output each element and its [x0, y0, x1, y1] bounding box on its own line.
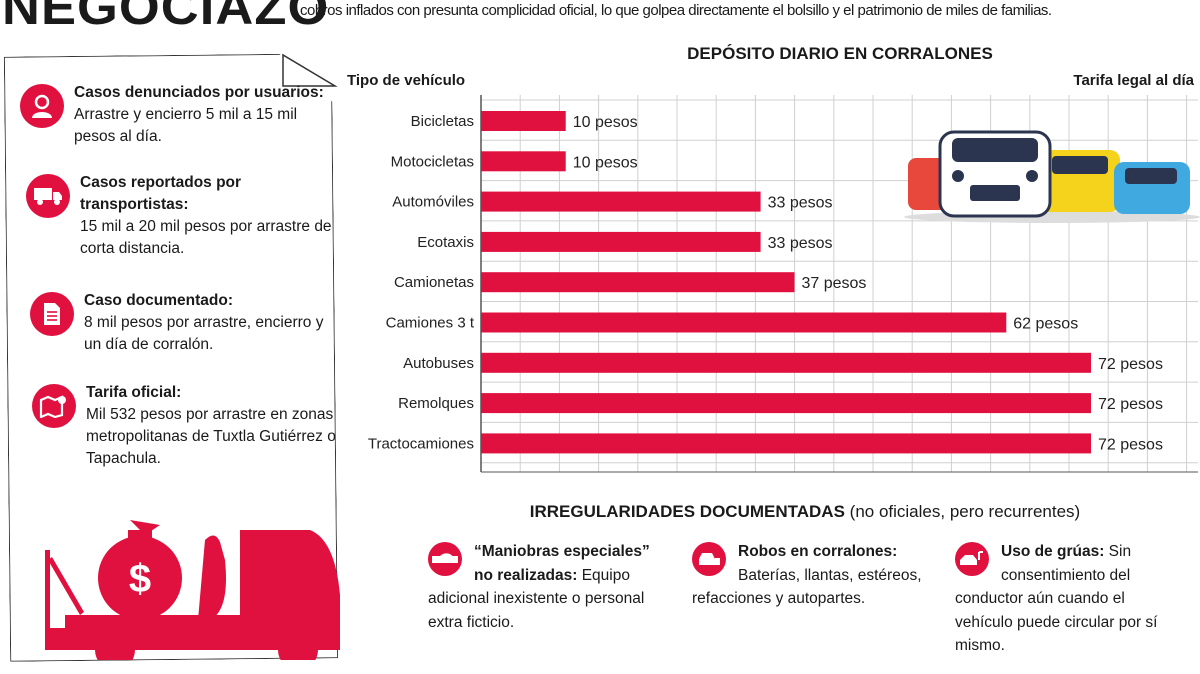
bar: [481, 312, 1007, 333]
irregularity-text: Sin consentimiento del conductor aún cua…: [955, 543, 1158, 654]
paper-fold-icon: [282, 53, 338, 87]
irregularity-title: Robos en corralones:: [738, 543, 898, 560]
bar: [481, 231, 761, 252]
bar: [481, 393, 1091, 414]
bar: [481, 272, 795, 293]
data-label: 72 pesos: [1098, 356, 1163, 373]
irregularity-title: Uso de grúas:: [1001, 543, 1105, 560]
data-label: 33 pesos: [768, 195, 833, 212]
irregularity-text: Baterías, llantas, estéreos, refacciones…: [692, 566, 922, 608]
car-on-tow-icon: [428, 542, 462, 576]
bar: [481, 151, 566, 172]
x-axis-label: Tarifa legal al día: [1073, 72, 1194, 89]
irregularity-item: Robos en corralones: Baterías, llantas, e…: [692, 540, 927, 611]
case-text: Arrastre y encierro 5 mil a 15 mil pesos…: [74, 106, 298, 145]
case-text: 8 mil pesos por arrastre, encierro y un …: [84, 314, 324, 353]
data-label: 62 pesos: [1013, 316, 1078, 333]
irregularity-text: Equipo adicional inexistente o personal …: [428, 566, 645, 631]
category-label: Autobuses: [403, 355, 474, 372]
svg-text:$: $: [129, 557, 151, 601]
bar: [481, 111, 566, 131]
category-label: Camiones 3 t: [386, 315, 475, 332]
data-label: 10 pesos: [573, 114, 638, 131]
data-label: 33 pesos: [768, 235, 833, 252]
cars-illustration-icon: [904, 130, 1200, 223]
category-label: Bicicletas: [411, 113, 474, 130]
irregularities-heading: IRREGULARIDADES DOCUMENTADAS: [529, 502, 845, 521]
irregularities-title: IRREGULARIDADES DOCUMENTADAS (no oficial…: [420, 502, 1190, 522]
case-item: Tarifa oficial: Mil 532 pesos por arrastr…: [32, 382, 342, 470]
case-text: Mil 532 pesos por arrastre en zonas metr…: [86, 406, 336, 467]
chart-title: DEPÓSITO DIARIO EN CORRALONES: [687, 44, 993, 63]
category-label: Tractocamiones: [368, 435, 474, 452]
tow-truck-money-bag-icon: $: [45, 520, 340, 660]
y-axis-label: Tipo de vehículo: [347, 72, 466, 89]
case-item: Casos reportados por transportistas: 15 m…: [26, 172, 336, 260]
map-pin-icon: [32, 384, 76, 428]
data-label: 37 pesos: [801, 275, 866, 292]
document-icon: [30, 292, 74, 336]
subtitle: cobros inflados con presunta complicidad…: [300, 2, 1052, 19]
data-label: 10 pesos: [573, 154, 638, 171]
bar-chart: Bicicletas 10 pesos Motocicletas 10 pesos Au…: [368, 95, 1200, 473]
cars-icon: [692, 542, 726, 576]
irregularity-title: “Maniobras especiales” no realizadas:: [474, 543, 650, 584]
case-item: Casos denunciados por usuarios: Arrastre…: [20, 82, 330, 148]
case-title: Tarifa oficial:: [86, 384, 182, 401]
irregularity-item: “Maniobras especiales” no realizadas: Eq…: [428, 540, 658, 634]
case-title: Casos reportados por transportistas:: [80, 174, 242, 213]
bar: [481, 352, 1091, 373]
bar: [481, 191, 761, 212]
case-title: Caso documentado:: [84, 292, 233, 309]
tow-truck-icon: [955, 542, 989, 576]
main-title: NEGOCIAZO: [2, 0, 330, 35]
data-label: 72 pesos: [1098, 396, 1163, 413]
category-label: Ecotaxis: [417, 234, 474, 251]
irregularity-item: Uso de grúas: Sin consentimiento del con…: [955, 540, 1180, 658]
case-text: 15 mil a 20 mil pesos por arrastre de co…: [80, 218, 332, 257]
case-title: Casos denunciados por usuarios:: [74, 84, 324, 101]
user-headset-icon: [20, 84, 64, 128]
category-label: Motocicletas: [391, 153, 474, 170]
case-item: Caso documentado: 8 mil pesos por arrastr…: [30, 290, 340, 356]
data-label: 72 pesos: [1098, 436, 1163, 453]
category-label: Automóviles: [392, 194, 474, 211]
category-label: Remolques: [398, 395, 474, 412]
truck-icon: [26, 174, 70, 218]
bar: [481, 433, 1091, 454]
category-label: Camionetas: [394, 274, 474, 291]
irregularities-note: (no oficiales, pero recurrentes): [849, 502, 1081, 521]
